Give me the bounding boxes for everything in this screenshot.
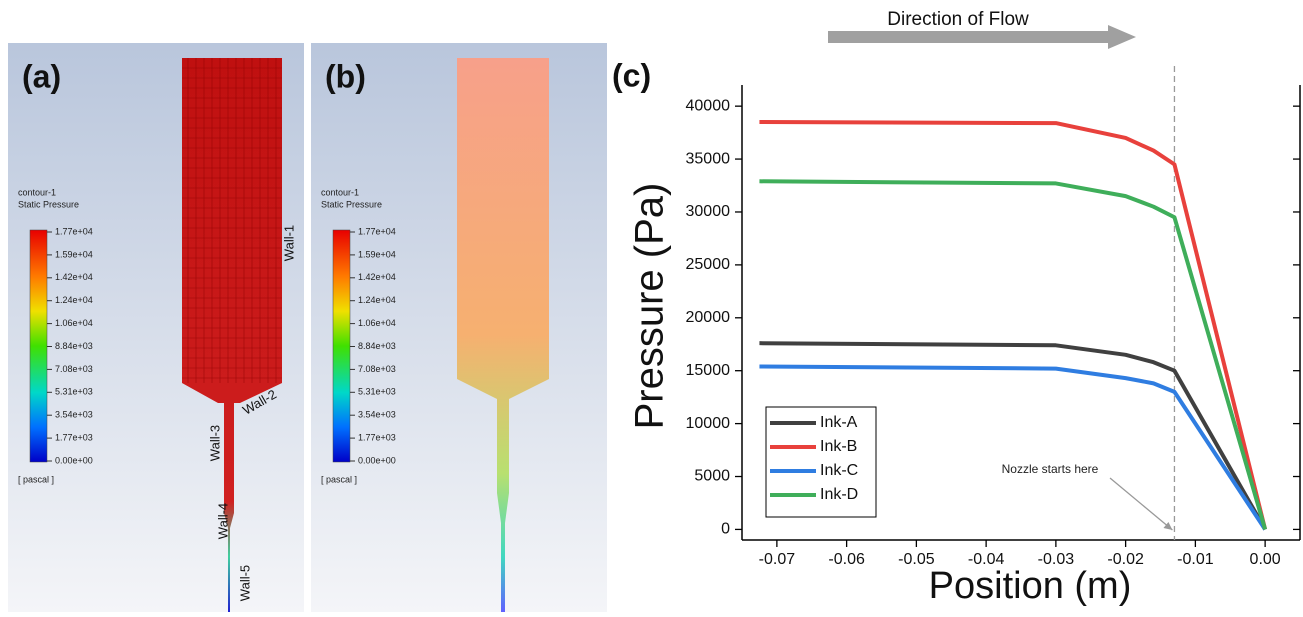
colorbar-tick-label: 7.08e+03 [55, 364, 93, 374]
contour-panels: (a) contour-1 Static Pressure 1.77e+04 1.59e… [8, 43, 607, 612]
annotation-arrow [1110, 478, 1172, 530]
contour-panel: (a) contour-1 Static Pressure 1.77e+04 1.59e… [8, 43, 304, 612]
colorbar-unit: [ pascal ] [18, 474, 54, 484]
colorbar-tick-label: 0.00e+00 [358, 455, 396, 465]
panel-label: (b) [325, 58, 366, 94]
y-tick-label: 15000 [686, 362, 731, 379]
colorbar [30, 230, 47, 462]
colorbar-tick-label: 1.06e+04 [358, 318, 396, 328]
y-tick-label: 30000 [686, 203, 731, 220]
y-tick-label: 40000 [686, 97, 731, 114]
legend-title: contour-1 [321, 187, 359, 197]
wall-label: Wall-3 [207, 425, 222, 461]
y-tick-label: 10000 [686, 415, 731, 432]
legend-subtitle: Static Pressure [321, 199, 382, 209]
colorbar-tick-label: 8.84e+03 [55, 341, 93, 351]
legend-label: Ink-B [820, 438, 857, 455]
flow-label: Direction of Flow [887, 9, 1029, 30]
legend-label: Ink-D [820, 486, 858, 503]
annotation-text: Nozzle starts here [1002, 462, 1099, 476]
x-tick-label: 0.00 [1250, 551, 1281, 568]
colorbar-tick-label: 1.77e+04 [55, 226, 93, 236]
colorbar-tick-label: 1.24e+04 [358, 295, 396, 305]
contour-panel: (b) contour-1 Static Pressure 1.77e+04 1.59e… [311, 43, 607, 612]
colorbar-tick-label: 1.59e+04 [55, 249, 93, 259]
x-axis-label: Position (m) [929, 565, 1132, 607]
x-tick-label: -0.06 [828, 551, 865, 568]
colorbar-tick-label: 7.08e+03 [358, 364, 396, 374]
line-chart: (c) Direction of Flow 0 5000 10000 15000 20000… [612, 9, 1300, 607]
colorbar-tick-label: 1.77e+03 [55, 432, 93, 442]
legend-subtitle: Static Pressure [18, 199, 79, 209]
legend-label: Ink-C [820, 462, 858, 479]
colorbar-tick-label: 1.59e+04 [358, 249, 396, 259]
colorbar-tick-label: 0.00e+00 [55, 455, 93, 465]
panel-label: (a) [22, 58, 61, 94]
legend-label: Ink-A [820, 414, 858, 431]
panel-label: (c) [612, 57, 651, 93]
y-tick-label: 20000 [686, 309, 731, 326]
colorbar-tick-label: 1.24e+04 [55, 295, 93, 305]
colorbar-tick-label: 3.54e+03 [55, 410, 93, 420]
colorbar-tick-label: 1.42e+04 [55, 272, 93, 282]
colorbar-tick-label: 1.42e+04 [358, 272, 396, 282]
wall-label: Wall-1 [281, 225, 296, 261]
colorbar-tick-label: 3.54e+03 [358, 410, 396, 420]
y-tick-label: 35000 [686, 150, 731, 167]
figure: (a) contour-1 Static Pressure 1.77e+04 1.59e… [0, 0, 1303, 612]
colorbar [333, 230, 350, 462]
x-tick-label: -0.01 [1177, 551, 1214, 568]
legend-title: contour-1 [18, 187, 56, 197]
wall-label: Wall-5 [237, 565, 252, 601]
colorbar-tick-label: 8.84e+03 [358, 341, 396, 351]
wall-label: Wall-4 [215, 503, 230, 539]
y-tick-label: 5000 [694, 468, 730, 485]
y-axis-label: Pressure (Pa) [628, 183, 672, 430]
y-tick-label: 25000 [686, 256, 731, 273]
colorbar-unit: [ pascal ] [321, 474, 357, 484]
colorbar-tick-label: 5.31e+03 [55, 387, 93, 397]
colorbar-tick-label: 5.31e+03 [358, 387, 396, 397]
x-tick-label: -0.07 [759, 551, 796, 568]
colorbar-tick-label: 1.77e+03 [358, 432, 396, 442]
y-tick-label: 0 [721, 521, 730, 538]
legend: Ink-A Ink-B Ink-C Ink-D [766, 407, 876, 517]
colorbar-tick-label: 1.06e+04 [55, 318, 93, 328]
colorbar-tick-label: 1.77e+04 [358, 226, 396, 236]
